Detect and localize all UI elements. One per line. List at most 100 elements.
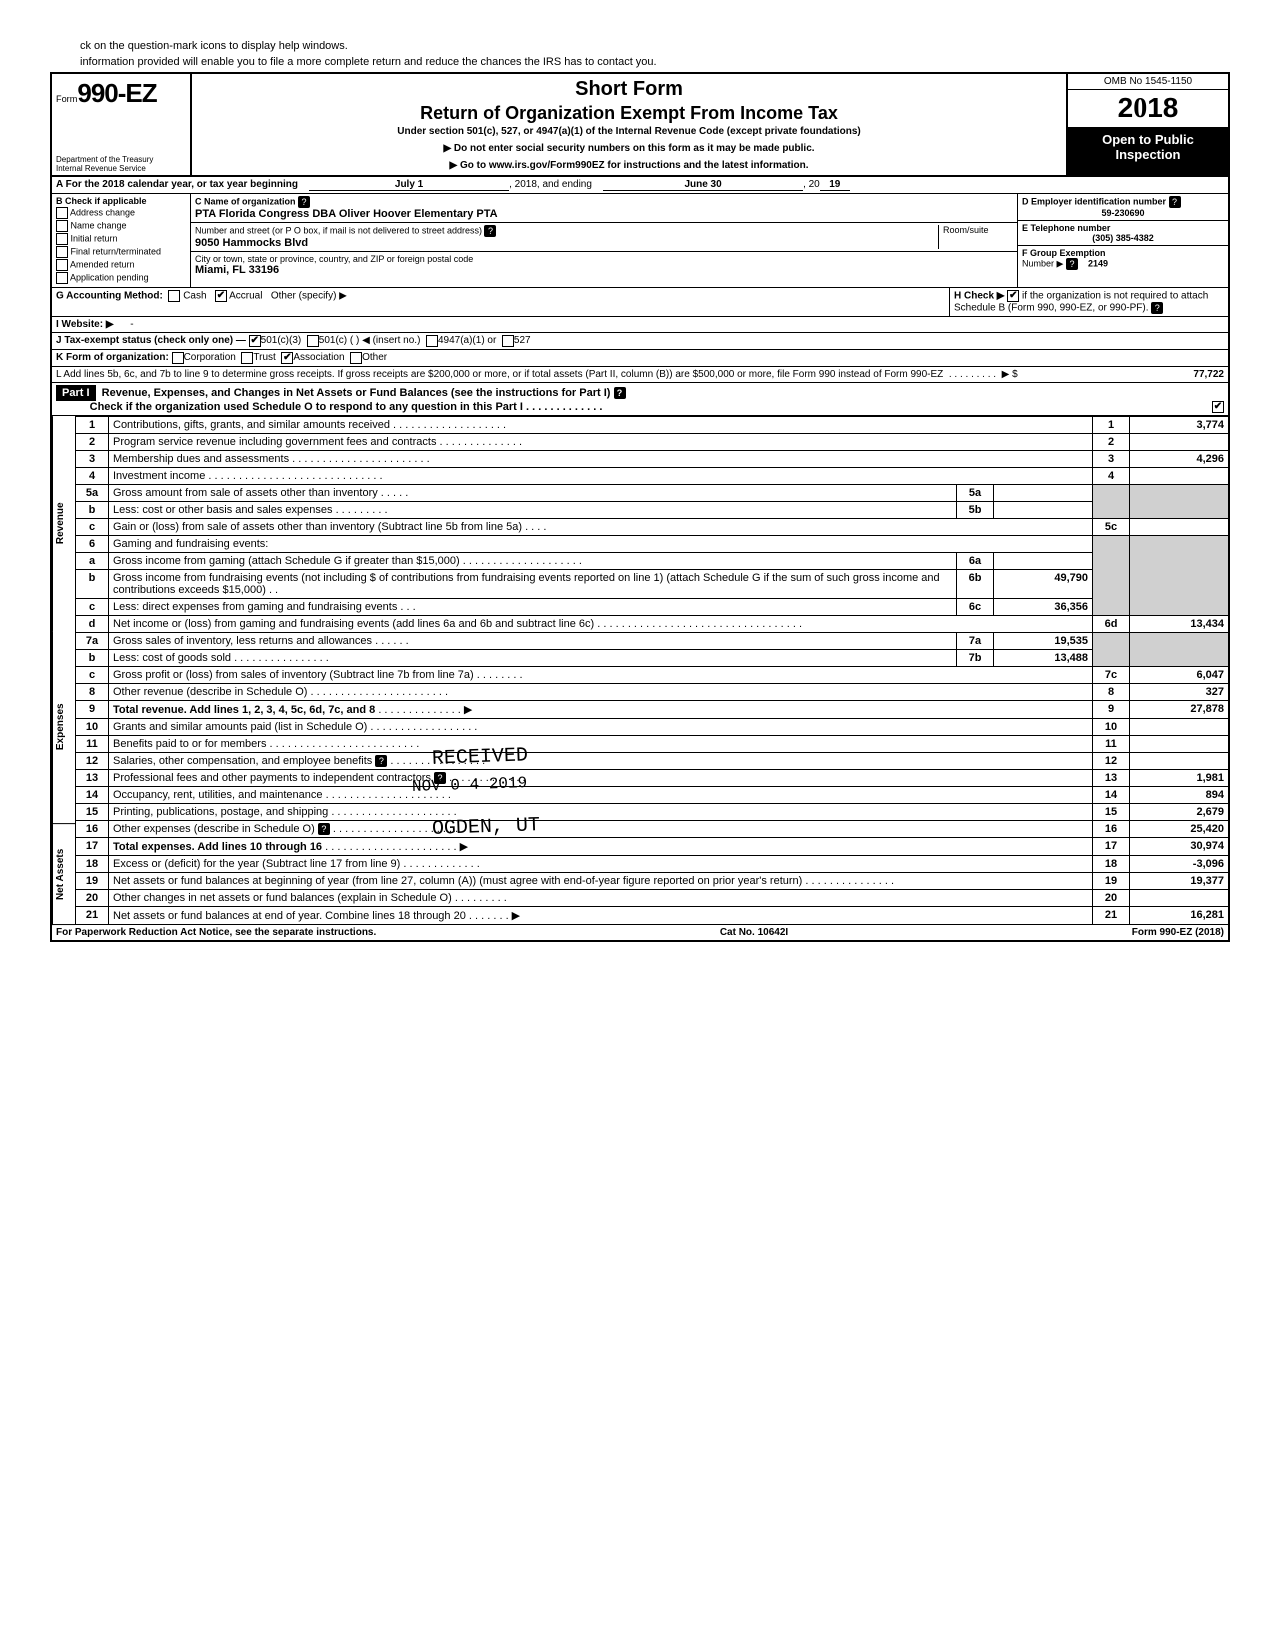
b-final-return[interactable]: Final return/terminated xyxy=(56,246,186,258)
line-10: 10 Grants and similar amounts paid (list… xyxy=(76,719,1228,736)
help-icon[interactable]: ? xyxy=(484,225,496,237)
f-label: F Group Exemption xyxy=(1022,248,1106,258)
line-17: 17 Total expenses. Add lines 10 through … xyxy=(76,838,1228,856)
f-label2: Number ▶ xyxy=(1022,258,1063,268)
a-suffix: , 20 xyxy=(803,179,820,191)
help-icon[interactable]: ? xyxy=(318,823,330,835)
l-text: L Add lines 5b, 6c, and 7b to line 9 to … xyxy=(56,369,943,380)
b-name-change[interactable]: Name change xyxy=(56,220,186,232)
section-k: K Form of organization: Corporation Trus… xyxy=(52,350,1228,367)
k-corp[interactable] xyxy=(172,352,184,364)
side-expenses: Expenses xyxy=(52,631,75,824)
b-address-change[interactable]: Address change xyxy=(56,207,186,219)
section-l: L Add lines 5b, 6c, and 7b to line 9 to … xyxy=(52,367,1228,383)
help-icon[interactable]: ? xyxy=(1151,302,1163,314)
k-other[interactable] xyxy=(350,352,362,364)
lines-table: 1 Contributions, gifts, grants, and simi… xyxy=(76,416,1228,925)
section-bcdef: B Check if applicable Address change Nam… xyxy=(52,194,1228,288)
a-mid: , 2018, and ending xyxy=(509,179,592,191)
e-value: (305) 385-4382 xyxy=(1022,233,1224,243)
form-header: Form990-EZ Department of the Treasury In… xyxy=(52,74,1228,177)
top-note-2: information provided will enable you to … xyxy=(50,56,1230,68)
title-return: Return of Organization Exempt From Incom… xyxy=(200,103,1058,124)
section-j: J Tax-exempt status (check only one) — ✔… xyxy=(52,333,1228,350)
help-icon[interactable]: ? xyxy=(298,196,310,208)
g-cash-check[interactable] xyxy=(168,290,180,302)
line-8: 8 Other revenue (describe in Schedule O)… xyxy=(76,684,1228,701)
i-value: - xyxy=(130,319,133,330)
line-13: 13 Professional fees and other payments … xyxy=(76,770,1228,787)
line-6a: a Gross income from gaming (attach Sched… xyxy=(76,553,1228,570)
l-arrow: ▶ $ xyxy=(1002,369,1018,380)
omb-number: OMB No 1545-1150 xyxy=(1068,74,1228,90)
line-1: 1 Contributions, gifts, grants, and simi… xyxy=(76,417,1228,434)
line-5a: 5a Gross amount from sale of assets othe… xyxy=(76,485,1228,502)
footer-right: Form 990-EZ (2018) xyxy=(1132,927,1224,938)
part1-check[interactable]: ✔ xyxy=(1212,401,1224,413)
form-number: 990-EZ xyxy=(77,78,156,108)
line-5b: b Less: cost or other basis and sales ex… xyxy=(76,502,1228,519)
line-6: 6 Gaming and fundraising events: xyxy=(76,536,1228,553)
part1-header: Part I Revenue, Expenses, and Changes in… xyxy=(52,383,1228,416)
room-suite: Room/suite xyxy=(938,225,1013,249)
k-label: K Form of organization: xyxy=(56,352,169,364)
footer: For Paperwork Reduction Act Notice, see … xyxy=(52,925,1228,940)
form-prefix: Form xyxy=(56,94,77,104)
line-16: 16 Other expenses (describe in Schedule … xyxy=(76,821,1228,838)
part1-check-line: Check if the organization used Schedule … xyxy=(90,401,523,413)
l-value: 77,722 xyxy=(1134,369,1224,380)
line-9: 9 Total revenue. Add lines 1, 2, 3, 4, 5… xyxy=(76,701,1228,719)
b-initial-return[interactable]: Initial return xyxy=(56,233,186,245)
line-14: 14 Occupancy, rent, utilities, and maint… xyxy=(76,787,1228,804)
section-i: I Website: ▶ - xyxy=(52,317,1228,333)
help-icon[interactable]: ? xyxy=(434,772,446,784)
e-label: E Telephone number xyxy=(1022,223,1224,233)
j-label: J Tax-exempt status (check only one) — xyxy=(56,335,246,347)
j-4947[interactable] xyxy=(426,335,438,347)
line-7a: 7a Gross sales of inventory, less return… xyxy=(76,633,1228,650)
j-501c[interactable] xyxy=(307,335,319,347)
dept-treasury: Department of the Treasury Internal Reve… xyxy=(56,155,153,173)
b-amended[interactable]: Amended return xyxy=(56,259,186,271)
h-check[interactable]: ✔ xyxy=(1007,290,1019,302)
help-icon[interactable]: ? xyxy=(614,387,626,399)
line-19: 19 Net assets or fund balances at beginn… xyxy=(76,873,1228,890)
line-6d: d Net income or (loss) from gaming and f… xyxy=(76,616,1228,633)
line-3: 3 Membership dues and assessments . . . … xyxy=(76,451,1228,468)
c-name: PTA Florida Congress DBA Oliver Hoover E… xyxy=(195,208,1013,220)
title-short-form: Short Form xyxy=(200,78,1058,101)
help-icon[interactable]: ? xyxy=(1066,258,1078,270)
header-mid: Short Form Return of Organization Exempt… xyxy=(192,74,1068,175)
section-b: B Check if applicable Address change Nam… xyxy=(52,194,191,287)
c-city-label: City or town, state or province, country… xyxy=(195,254,1013,264)
line-4: 4 Investment income . . . . . . . . . . … xyxy=(76,468,1228,485)
side-revenue: Revenue xyxy=(52,416,75,631)
tax-year: 2018 xyxy=(1068,90,1228,128)
top-note-1: ck on the question-mark icons to display… xyxy=(50,40,1230,52)
b-header: B Check if applicable xyxy=(56,196,186,206)
g-accrual-check[interactable]: ✔ xyxy=(215,290,227,302)
f-value: 2149 xyxy=(1088,258,1108,268)
line-6b: b Gross income from fundraising events (… xyxy=(76,570,1228,599)
a-label: A For the 2018 calendar year, or tax yea… xyxy=(56,179,298,191)
section-def: D Employer identification number ? 59-23… xyxy=(1017,194,1228,287)
i-label: I Website: ▶ xyxy=(56,319,114,330)
line-7b: b Less: cost of goods sold . . . . . . .… xyxy=(76,650,1228,667)
footer-mid: Cat No. 10642I xyxy=(720,927,788,938)
help-icon[interactable]: ? xyxy=(1169,196,1181,208)
g-label: G Accounting Method: xyxy=(56,291,163,302)
j-527[interactable] xyxy=(502,335,514,347)
section-a: A For the 2018 calendar year, or tax yea… xyxy=(52,177,1228,194)
part1-body: Revenue Expenses Net Assets 1 Contributi… xyxy=(52,416,1228,925)
open-public: Open to Public Inspection xyxy=(1068,128,1228,175)
line-12: 12 Salaries, other compensation, and emp… xyxy=(76,753,1228,770)
help-icon[interactable]: ? xyxy=(375,755,387,767)
section-c: C Name of organization ? PTA Florida Con… xyxy=(191,194,1017,287)
line-2: 2 Program service revenue including gove… xyxy=(76,434,1228,451)
subtitle: Under section 501(c), 527, or 4947(a)(1)… xyxy=(200,126,1058,137)
b-pending[interactable]: Application pending xyxy=(56,272,186,284)
k-trust[interactable] xyxy=(241,352,253,364)
line-15: 15 Printing, publications, postage, and … xyxy=(76,804,1228,821)
j-501c3[interactable]: ✔ xyxy=(249,335,261,347)
k-assoc[interactable]: ✔ xyxy=(281,352,293,364)
